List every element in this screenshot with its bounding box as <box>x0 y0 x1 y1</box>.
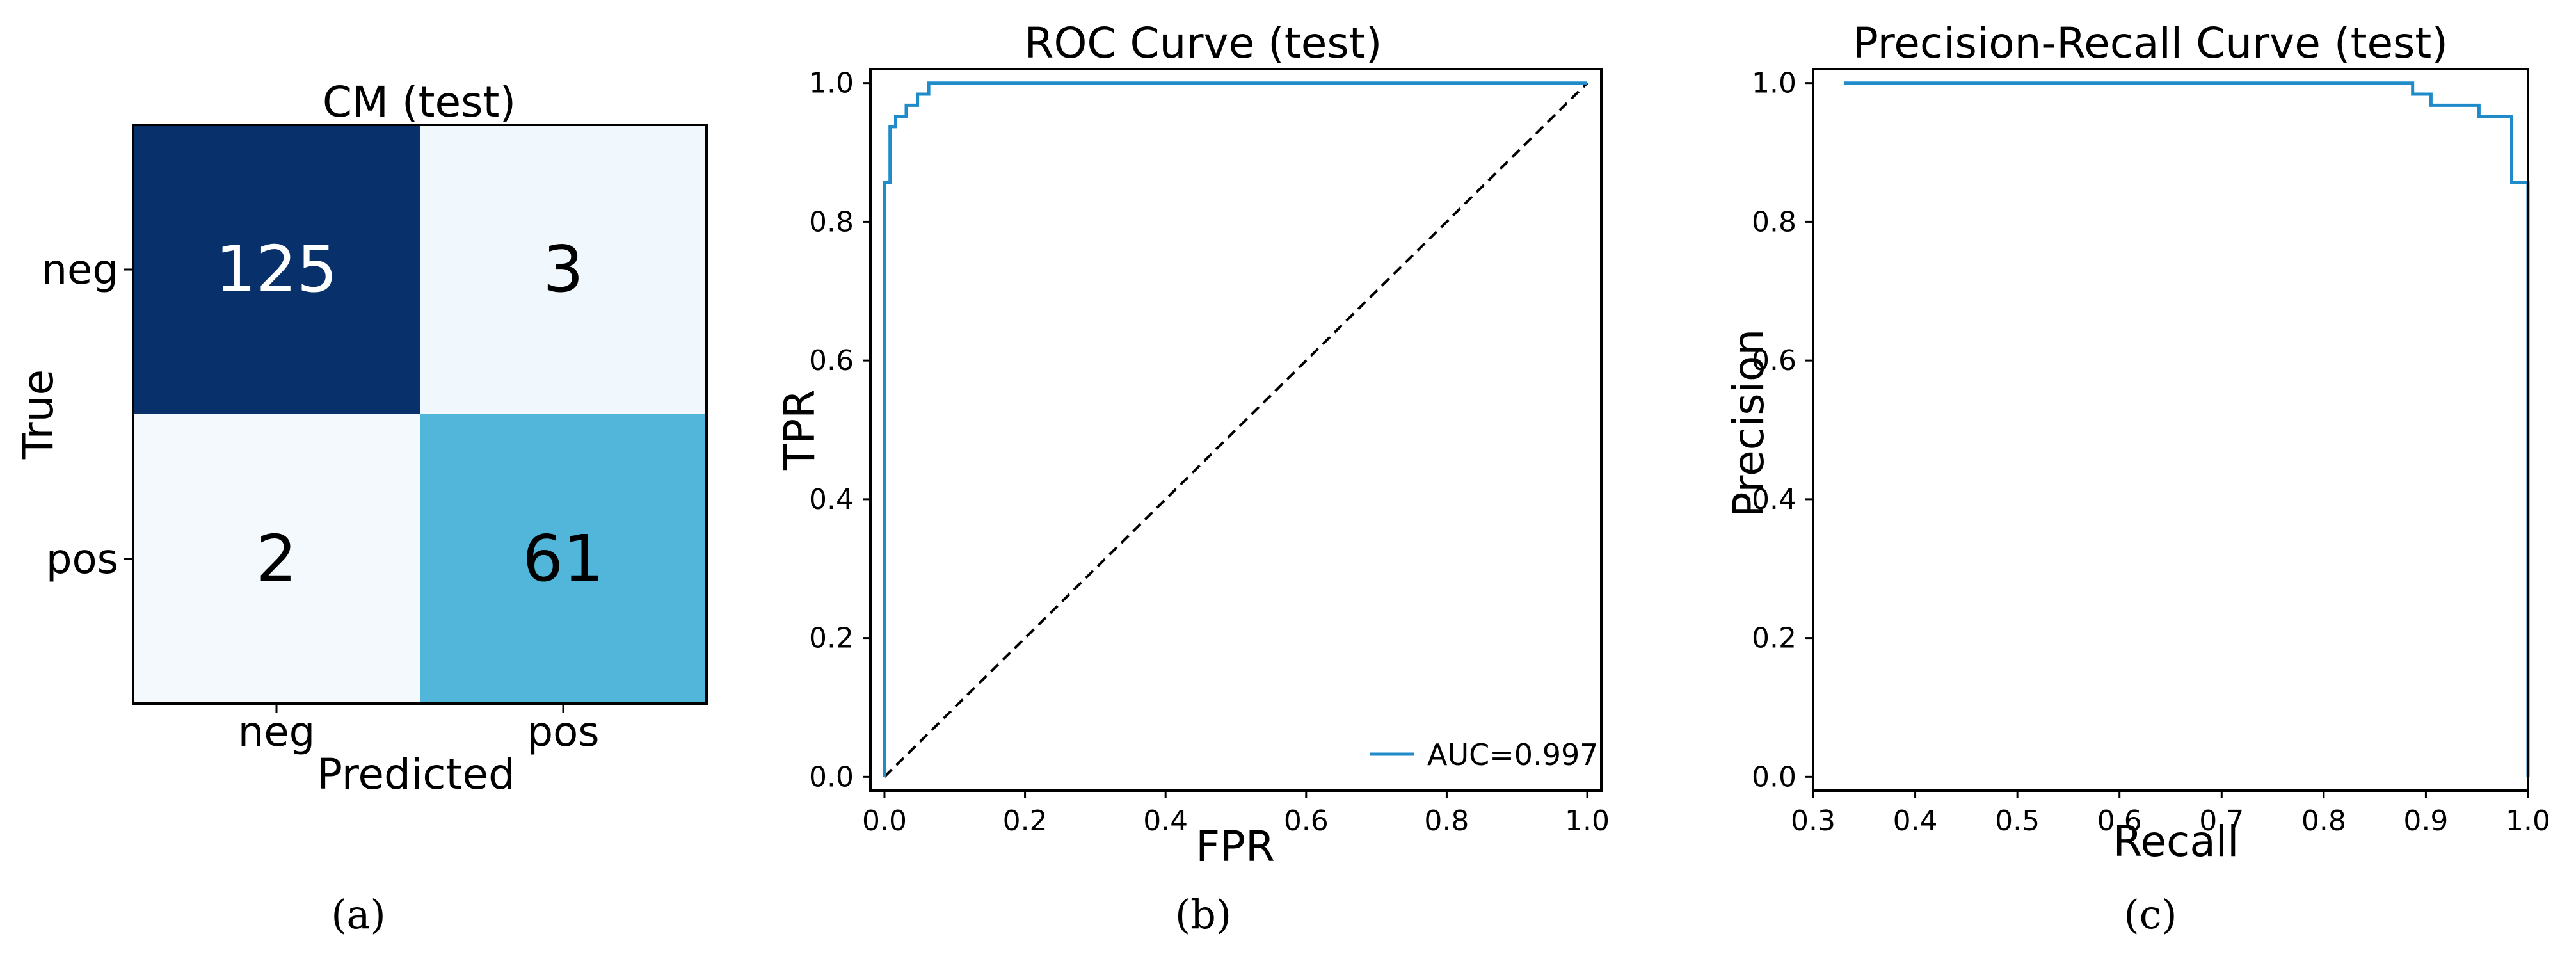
pr-xtick-label: 0.6 <box>2097 805 2142 837</box>
cm-cell-neg-neg <box>133 125 420 414</box>
pr-xtick-label: 0.7 <box>2199 805 2244 837</box>
roc-ytick-label: 1.0 <box>809 67 854 100</box>
pr-ytick-label: 1.0 <box>1752 67 1796 100</box>
roc-title: ROC Curve (test) <box>1025 19 1382 68</box>
pr-xtick-label: 1.0 <box>2506 805 2550 837</box>
pr-ytick-label: 0.2 <box>1752 622 1796 655</box>
roc-ylabel: TPR <box>775 389 824 471</box>
roc-xtick-label: 0.2 <box>1003 805 1048 837</box>
cm-value-neg-neg: 125 <box>216 232 338 307</box>
cm-frame <box>132 124 708 705</box>
cm-ytick-label-neg: neg <box>41 246 118 294</box>
pr-ticks: 0.3 0.4 0.5 0.6 0.7 0.8 0.9 1.0 0.0 0.2 0.4 0.6 0.8 1… <box>1752 67 2550 837</box>
pr-xtick-label: 0.9 <box>2403 805 2448 837</box>
roc-ytick-label: 0.6 <box>809 344 854 377</box>
roc-xlabel: FPR <box>1196 822 1275 871</box>
roc-ytick-label: 0.8 <box>809 206 854 238</box>
cm-cell-pos-neg <box>133 414 420 704</box>
pr-xtick-label: 0.4 <box>1893 805 1938 837</box>
pr-ytick-label: 0.4 <box>1752 483 1796 516</box>
pr-xtick-label: 0.8 <box>2301 805 2346 837</box>
cm-title: CM (test) <box>323 77 516 127</box>
cm-ylabel: True <box>13 369 63 460</box>
cm-value-pos-pos: 61 <box>522 521 604 596</box>
roc-xtick-label: 1.0 <box>1565 805 1610 837</box>
pr-xtick-label: 0.3 <box>1791 805 1836 837</box>
roc-ticks: 0.0 0.2 0.4 0.6 0.8 1.0 0.0 0.2 0.4 0.6 0.8 1.0 <box>809 67 1610 837</box>
pr-frame <box>1812 68 2529 792</box>
cm-cell-neg-pos <box>420 125 707 414</box>
roc-curve-line <box>883 81 1587 777</box>
roc-xtick-label: 0.4 <box>1143 805 1188 837</box>
panel-label-a: (a) <box>331 891 385 938</box>
pr-xlabel: Recall <box>2113 817 2239 866</box>
cm-value-neg-pos: 3 <box>543 232 584 307</box>
pr-title: Precision-Recall Curve (test) <box>1853 19 2448 68</box>
roc-ytick-label: 0.0 <box>809 761 854 793</box>
cm-value-pos-neg: 2 <box>256 521 297 596</box>
roc-ytick-label: 0.2 <box>809 622 854 655</box>
pr-ylabel: Precision <box>1724 329 1773 518</box>
roc-chance-line <box>883 82 1588 778</box>
pr-curve-line <box>1843 81 2530 777</box>
roc-frame <box>869 68 1603 792</box>
pr-ytick-label: 0.0 <box>1752 761 1796 793</box>
roc-xtick-label: 0.6 <box>1284 805 1329 837</box>
roc-ytick-label: 0.4 <box>809 483 854 516</box>
pr-ytick-label: 0.6 <box>1752 344 1796 377</box>
cm-xtick-label-neg: neg <box>238 709 316 756</box>
pr-xtick-label: 0.5 <box>1995 805 2040 837</box>
roc-xtick-label: 0.0 <box>862 805 907 837</box>
cm-ytick-label-pos: pos <box>46 536 118 583</box>
cm-xlabel: Predicted <box>317 750 515 799</box>
cm-xtick-label-pos: pos <box>527 709 599 756</box>
panel-c-pr-curve: Precision-Recall Curve (test) 0.3 0.4 0.5 0… <box>1724 19 2550 938</box>
panel-label-c: (c) <box>2124 891 2177 938</box>
cm-cell-pos-pos <box>420 414 707 704</box>
panel-a-confusion-matrix: CM (test) 125 3 2 61 neg pos neg pos Pre… <box>13 77 708 938</box>
roc-legend-label: AUC=0.997 <box>1427 737 1599 772</box>
panel-label-b: (b) <box>1175 891 1231 938</box>
roc-xtick-label: 0.8 <box>1424 805 1469 837</box>
panel-b-roc-curve: ROC Curve (test) 0.0 0.2 0.4 0.6 0.8 1.00.00.… <box>775 19 1610 938</box>
pr-ytick-label: 0.8 <box>1752 206 1796 238</box>
